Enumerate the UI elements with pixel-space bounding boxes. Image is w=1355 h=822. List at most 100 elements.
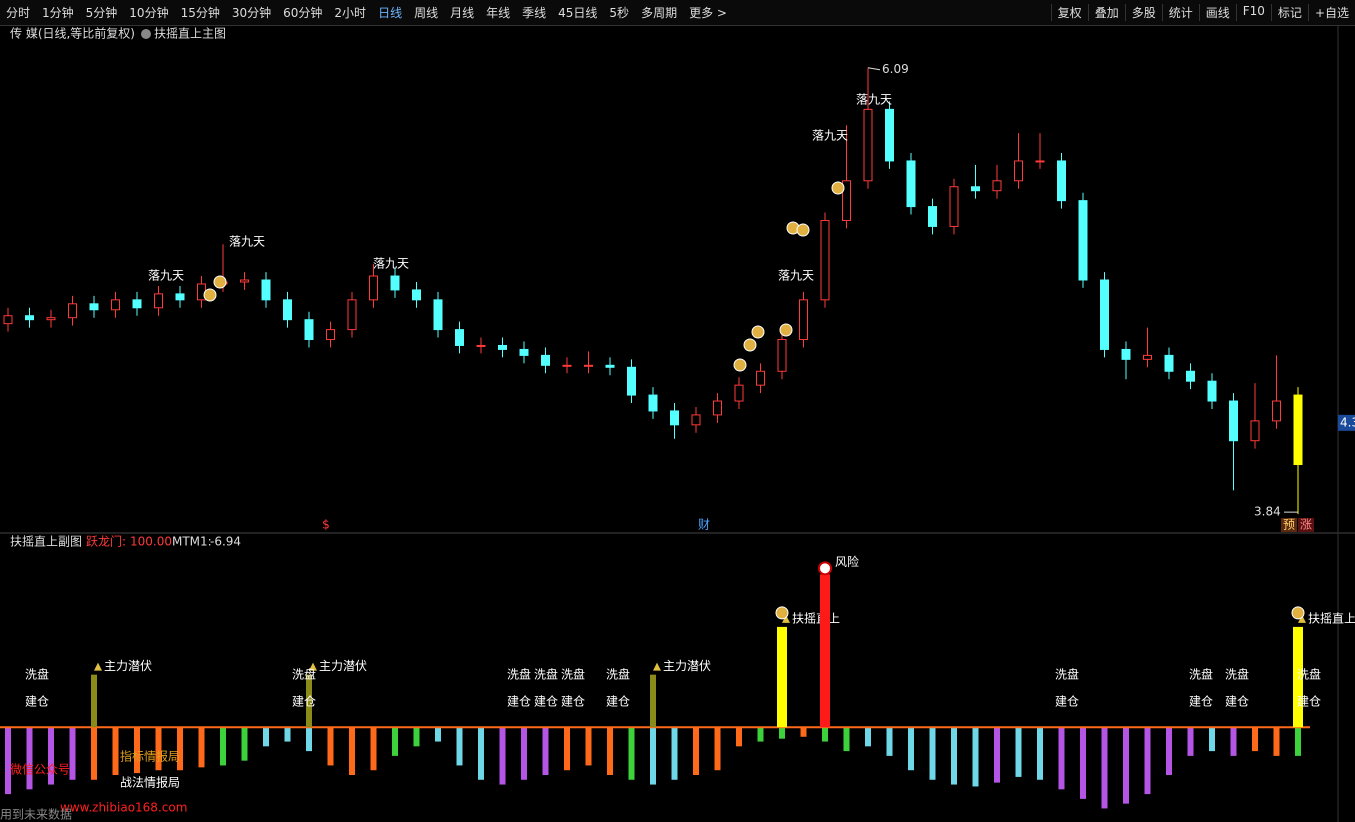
toolbar-button[interactable]: 5秒: [609, 6, 630, 20]
marker-top: 洗盘: [534, 667, 558, 682]
candle-body: [971, 186, 980, 192]
candle-body: [1057, 160, 1066, 202]
candle-body: [1164, 354, 1174, 372]
osc-bar: [370, 727, 377, 771]
money-icon: [733, 358, 747, 372]
money-icon: [779, 323, 793, 337]
signal-label: 风险: [835, 554, 859, 569]
toolbar-button[interactable]: 季线: [522, 6, 547, 20]
osc-bar: [1080, 727, 1086, 799]
toolbar-button[interactable]: 月线: [450, 6, 475, 20]
osc-bar: [628, 727, 635, 780]
marker-top: 洗盘: [1225, 667, 1249, 682]
toolbar-button[interactable]: 年线: [486, 6, 511, 20]
candle-body: [627, 366, 636, 396]
candle-body: [863, 108, 873, 182]
toolbar-button[interactable]: 15分钟: [180, 6, 220, 20]
candle-body: [283, 299, 292, 321]
marker-bottom: 建仓: [561, 695, 585, 709]
candle-body: [777, 339, 787, 372]
toolbar-button[interactable]: 叠加: [1087, 4, 1125, 21]
toolbar-button[interactable]: 1分钟: [42, 6, 74, 20]
candle-body: [154, 293, 163, 309]
osc-bar: [865, 727, 871, 747]
osc-bar: [69, 727, 76, 780]
toolbar-button[interactable]: 标记: [1270, 4, 1308, 21]
toolbar-button[interactable]: +自选: [1307, 4, 1355, 21]
candle-body: [1250, 420, 1260, 442]
candle-body: [906, 160, 916, 208]
candle-body: [347, 299, 357, 331]
candle-body: [412, 289, 421, 301]
osc-bar: [994, 727, 1000, 783]
watermark: 战法情报局: [120, 775, 180, 790]
toolbar-button[interactable]: 多股: [1124, 4, 1162, 21]
ind-value: -6.94: [210, 535, 241, 549]
osc-bar: [220, 727, 226, 766]
signal-arrow: [653, 662, 661, 671]
candle-body: [885, 108, 894, 162]
toolbar-button[interactable]: 10分钟: [129, 6, 169, 20]
osc-bar: [650, 727, 656, 785]
osc-bar: [112, 727, 119, 775]
money-icon: [203, 288, 217, 302]
toolbar-button[interactable]: 60分钟: [283, 6, 323, 20]
candle-body: [1293, 394, 1303, 466]
toolbar-button[interactable]: 更多 >: [689, 6, 727, 20]
candle-body: [799, 299, 808, 341]
osc-bar: [26, 727, 33, 790]
osc-bar: [1058, 727, 1065, 790]
toolbar-button[interactable]: 画线: [1198, 4, 1236, 21]
osc-bar: [714, 727, 721, 771]
annotation: 落九天: [856, 93, 892, 107]
osc-bar: [263, 727, 269, 747]
toolbar-button[interactable]: 周线: [414, 6, 439, 20]
signal-arrow: [782, 614, 790, 623]
sub-title: 扶摇直上副图: [10, 534, 82, 549]
toolbar-button[interactable]: F10: [1235, 4, 1271, 21]
toolbar-button[interactable]: 30分钟: [231, 6, 272, 20]
osc-bar: [48, 727, 54, 785]
marker-top: 洗盘: [1189, 667, 1213, 682]
toolbar-button[interactable]: 日线: [378, 6, 403, 20]
osc-bar: [671, 727, 678, 780]
toolbar-button[interactable]: 统计: [1161, 4, 1199, 21]
toolbar-button[interactable]: 45日线: [558, 6, 598, 20]
osc-bar: [779, 727, 785, 739]
candle-body: [304, 319, 314, 341]
osc-bar: [1273, 727, 1280, 756]
money-icon: [213, 275, 227, 289]
candle-body: [1229, 400, 1238, 442]
icon: [141, 29, 151, 39]
candle-body: [820, 219, 830, 301]
osc-bar: [1230, 727, 1237, 756]
toolbar-button[interactable]: 5分钟: [85, 6, 118, 20]
toolbar-button[interactable]: 分时: [6, 6, 31, 20]
annotation: 落九天: [778, 269, 814, 283]
annotation: 落九天: [229, 235, 265, 249]
osc-bar: [542, 727, 549, 775]
candle-body: [1100, 279, 1109, 350]
candle-body: [111, 299, 120, 311]
marker-top: 洗盘: [561, 667, 585, 682]
risk-icon: [818, 561, 832, 576]
toolbar-button[interactable]: 多周期: [641, 6, 678, 20]
osc-bar: [413, 727, 420, 747]
candle-body: [756, 370, 765, 386]
marker-bottom: 建仓: [1055, 695, 1079, 709]
y-tick-box: [1338, 414, 1355, 431]
max-pointer: [867, 67, 881, 71]
marker-top: 洗盘: [1055, 667, 1079, 682]
tool-bar: 复权 叠加 多股 统计 画线 F10 标记 +自选: [1050, 4, 1355, 21]
min-label: 3.84: [1254, 505, 1281, 519]
toolbar-button[interactable]: 2小时: [334, 6, 367, 20]
signal-arrow: [309, 662, 317, 671]
osc-bar: [5, 727, 11, 795]
marker-top: 洗盘: [1297, 667, 1321, 682]
candle-body: [1207, 380, 1217, 402]
marker-top: 洗盘: [507, 667, 531, 682]
toolbar-button[interactable]: 复权: [1050, 4, 1088, 21]
candle-body: [842, 180, 851, 221]
signal-arrow: [94, 662, 102, 671]
candle-body: [3, 315, 13, 325]
